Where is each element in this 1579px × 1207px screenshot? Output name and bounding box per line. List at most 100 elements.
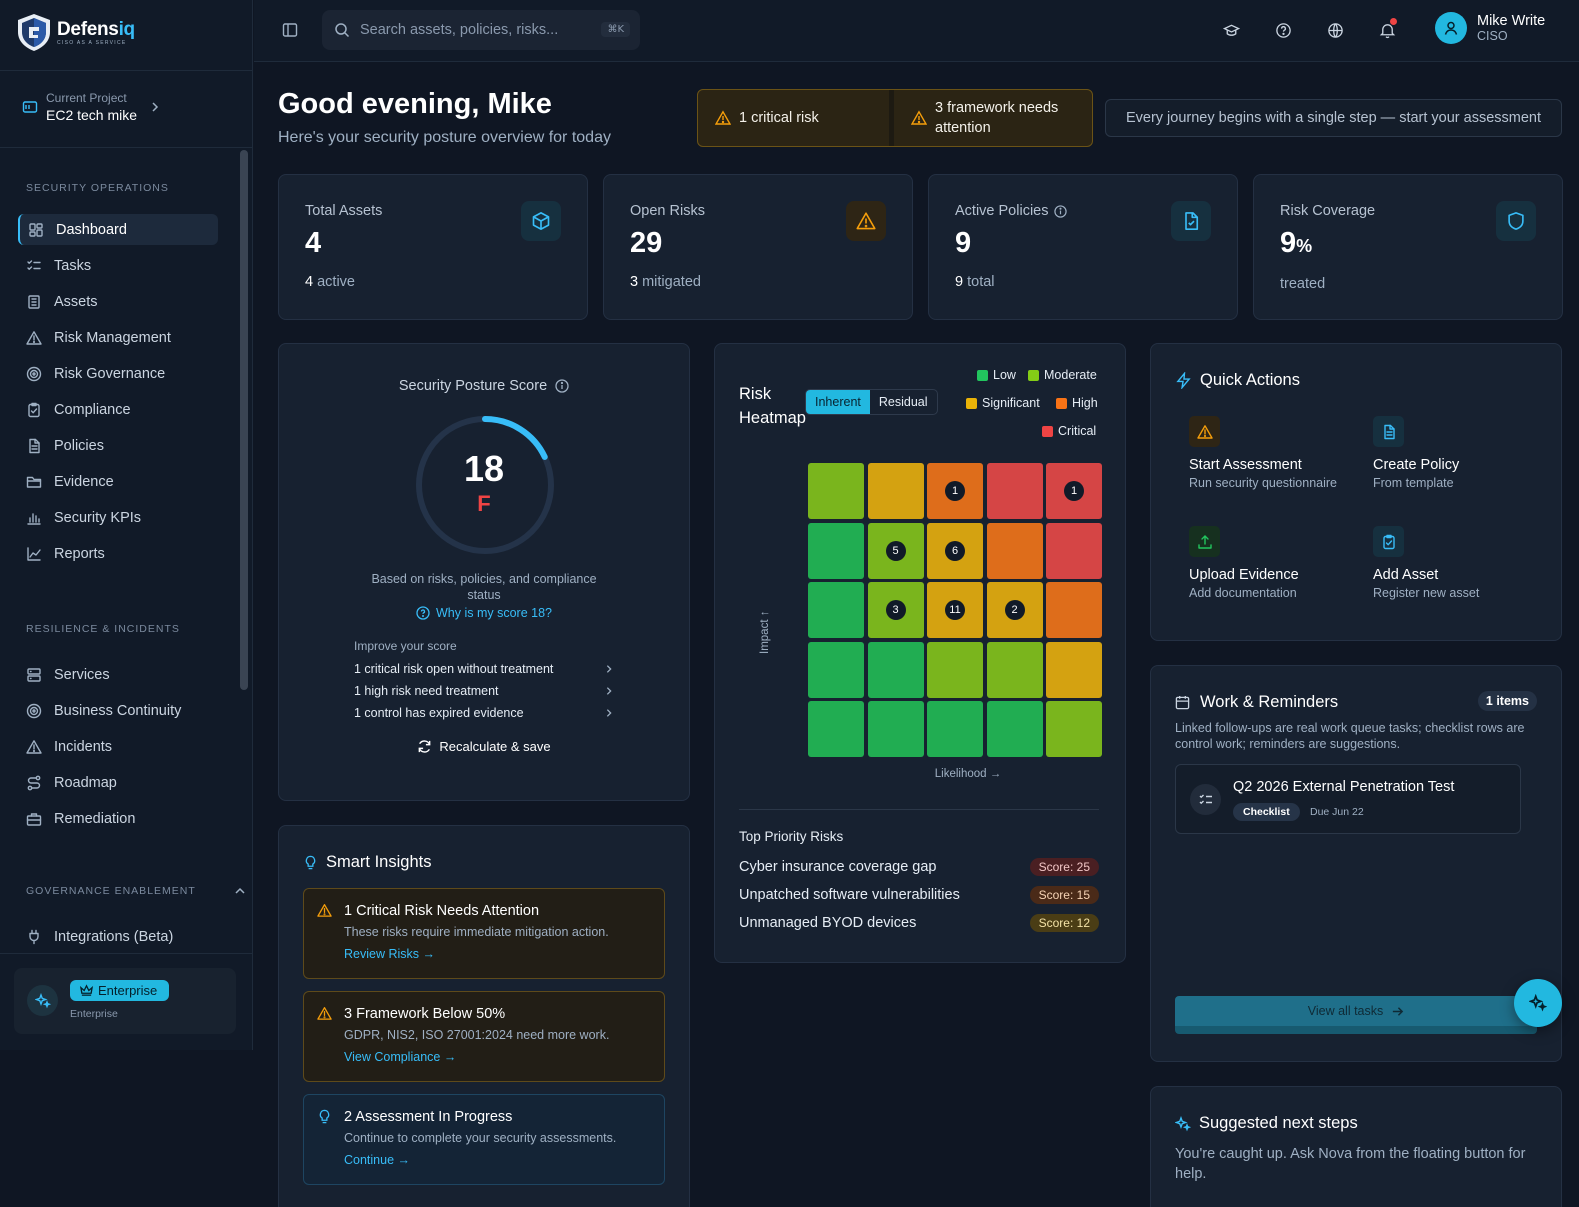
insight-link[interactable]: Review Risks → — [344, 947, 435, 961]
critical-risk-alert-text: 1 critical risk — [739, 110, 819, 126]
academy-button[interactable] — [1215, 14, 1247, 46]
heatmap-cell[interactable] — [808, 463, 864, 519]
sidebar-item-evidence[interactable]: Evidence — [18, 466, 218, 497]
recalculate-button[interactable]: Recalculate & save — [279, 739, 689, 754]
heatmap-cell[interactable] — [808, 701, 864, 757]
improve-item[interactable]: 1 high risk need treatment — [354, 684, 614, 698]
work-title: Work & Reminders — [1175, 693, 1338, 712]
sidebar-item-risk-governance[interactable]: Risk Governance — [18, 358, 218, 389]
plan-badge[interactable]: Enterprise — [70, 980, 170, 1001]
heatmap-cell[interactable] — [867, 641, 924, 698]
sidebar-item-services[interactable]: Services — [18, 659, 218, 690]
info-icon[interactable] — [1054, 204, 1068, 218]
heatmap-cell[interactable]: 5 — [867, 522, 924, 579]
heatmap-cell[interactable] — [927, 701, 983, 757]
sidebar-item-security-kpis[interactable]: Security KPIs — [18, 502, 218, 533]
quick-action-upload-evidence[interactable]: Upload Evidence Add documentation — [1175, 526, 1345, 600]
heatmap-cell[interactable] — [986, 522, 1043, 579]
heatmap-cell[interactable] — [808, 641, 864, 698]
quick-action-add-asset[interactable]: Add Asset Register new asset — [1359, 526, 1529, 600]
project-icon — [22, 99, 38, 115]
stat-sub-value: 4 — [305, 274, 314, 290]
sidebar-item-policies[interactable]: Policies — [18, 430, 218, 461]
heatmap-cell[interactable]: 3 — [867, 582, 924, 638]
insight-desc: GDPR, NIS2, ISO 27001:2024 need more wor… — [344, 1028, 610, 1042]
sidebar-item-business-continuity[interactable]: Business Continuity — [18, 695, 218, 726]
nova-assistant-button[interactable] — [1514, 979, 1562, 1027]
task-item[interactable]: Q2 2026 External Penetration Test Checkl… — [1175, 764, 1521, 834]
project-selector[interactable]: Current Project EC2 tech mike — [22, 91, 161, 123]
sidebar-item-remediation[interactable]: Remediation — [18, 803, 218, 834]
toggle-inherent[interactable]: Inherent — [806, 390, 870, 414]
notifications-button[interactable] — [1371, 14, 1403, 46]
sidebar-item-roadmap[interactable]: Roadmap — [18, 767, 218, 798]
sidebar-item-compliance[interactable]: Compliance — [18, 394, 218, 425]
top-risk-row[interactable]: Cyber insurance coverage gap Score: 25 — [739, 858, 1099, 876]
improve-item[interactable]: 1 control has expired evidence — [354, 706, 614, 720]
framework-alert[interactable]: 3 framework needs attention — [894, 90, 1092, 146]
heatmap-cell[interactable] — [986, 463, 1043, 519]
next-steps-title-text: Suggested next steps — [1199, 1114, 1358, 1132]
sidebar-item-tasks[interactable]: Tasks — [18, 250, 218, 281]
logo[interactable]: Defensiq CISO AS A SERVICE — [15, 12, 135, 52]
stat-card-risk-coverage[interactable]: Risk Coverage 9% treated — [1253, 174, 1563, 320]
sidebar-item-assets[interactable]: Assets — [18, 286, 218, 317]
stat-card-total-assets[interactable]: Total Assets 4 4 active — [278, 174, 588, 320]
heatmap-cell[interactable] — [867, 463, 924, 519]
legend-item-high: High — [1056, 396, 1098, 410]
heatmap-cell[interactable] — [808, 582, 864, 638]
quick-action-create-policy[interactable]: Create Policy From template — [1359, 416, 1529, 490]
sidebar-scrollbar[interactable] — [240, 150, 248, 690]
heatmap-cell[interactable] — [808, 522, 864, 579]
info-icon[interactable] — [555, 379, 569, 393]
lightning-icon — [1175, 372, 1192, 389]
heatmap-cell[interactable] — [1046, 582, 1102, 638]
stat-card-open-risks[interactable]: Open Risks 29 3 mitigated — [603, 174, 913, 320]
top-risk-row[interactable]: Unmanaged BYOD devices Score: 12 — [739, 914, 1099, 932]
heatmap-cell[interactable]: 1 — [1046, 463, 1102, 519]
sidebar-item-label: Evidence — [54, 473, 114, 490]
sidebar-item-dashboard[interactable]: Dashboard — [18, 214, 218, 245]
heatmap-cell[interactable]: 1 — [927, 463, 983, 519]
heatmap-cell[interactable] — [986, 701, 1043, 757]
insight-link[interactable]: View Compliance → — [344, 1050, 457, 1064]
sidebar-item-risk-management[interactable]: Risk Management — [18, 322, 218, 353]
heatmap-cell[interactable] — [927, 641, 983, 698]
why-score-link[interactable]: Why is my score 18? — [279, 606, 689, 620]
task-tag: Checklist — [1233, 803, 1300, 821]
quick-action-start-assessment[interactable]: Start Assessment Run security questionnai… — [1175, 416, 1345, 490]
view-all-tasks-button[interactable]: View all tasks — [1175, 996, 1537, 1034]
heatmap-cell[interactable] — [867, 701, 924, 757]
stat-value: 4 — [305, 227, 321, 260]
globe-icon — [1327, 22, 1344, 39]
heatmap-cell[interactable]: 2 — [986, 582, 1043, 638]
heatmap-cell[interactable]: 6 — [927, 522, 983, 579]
plan-card[interactable]: Enterprise Enterprise — [14, 968, 236, 1034]
heatmap-cell[interactable] — [1046, 522, 1102, 579]
section-title-governance[interactable]: GOVERNANCE ENABLEMENT — [26, 885, 246, 897]
heatmap-cell[interactable] — [986, 641, 1043, 698]
quick-action-desc: Run security questionnaire — [1189, 476, 1337, 490]
document-icon — [1373, 416, 1404, 447]
legend-label: Low — [993, 368, 1016, 382]
heatmap-cell[interactable] — [1046, 701, 1102, 757]
toggle-residual[interactable]: Residual — [878, 395, 928, 409]
quick-action-desc: From template — [1373, 476, 1454, 490]
heatmap-cell[interactable] — [1046, 641, 1102, 698]
sidebar-item-integrations-beta[interactable]: Integrations (Beta) — [18, 921, 218, 952]
search-input[interactable]: Search assets, policies, risks... ⌘K — [322, 10, 640, 50]
top-risk-row[interactable]: Unpatched software vulnerabilities Score:… — [739, 886, 1099, 904]
critical-risk-alert[interactable]: 1 critical risk — [698, 90, 894, 146]
sidebar-item-incidents[interactable]: Incidents — [18, 731, 218, 762]
crown-icon — [80, 984, 93, 997]
sidebar-item-reports[interactable]: Reports — [18, 538, 218, 569]
insight-link[interactable]: Continue → — [344, 1153, 411, 1167]
user-menu[interactable]: Mike Write CISO — [1435, 12, 1545, 44]
improve-item[interactable]: 1 critical risk open without treatment — [354, 662, 614, 676]
heatmap-cell[interactable]: 11 — [927, 582, 983, 638]
language-button[interactable] — [1319, 14, 1351, 46]
help-button[interactable] — [1267, 14, 1299, 46]
legend-item-critical: Critical — [1042, 424, 1096, 438]
sidebar-toggle-button[interactable] — [274, 14, 306, 46]
stat-card-active-policies[interactable]: Active Policies 9 9 total — [928, 174, 1238, 320]
